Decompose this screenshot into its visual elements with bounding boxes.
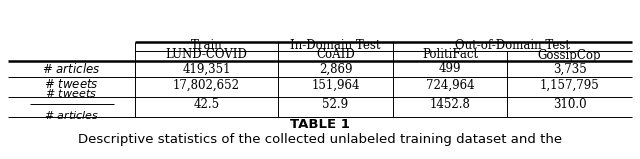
Text: 724,964: 724,964: [426, 79, 474, 91]
Text: 2,869: 2,869: [319, 62, 352, 76]
Text: 151,964: 151,964: [311, 79, 360, 91]
Text: In-Domain Test: In-Domain Test: [291, 39, 381, 52]
Text: 3,735: 3,735: [552, 62, 586, 76]
Text: $\#\ \mathit{tweets}$: $\#\ \mathit{tweets}$: [45, 87, 97, 99]
Text: 17,802,652: 17,802,652: [173, 79, 240, 91]
Text: 1452.8: 1452.8: [429, 97, 470, 111]
Text: PolitiFact: PolitiFact: [422, 48, 478, 62]
Text: 499: 499: [439, 62, 461, 76]
Text: LUND-COVID: LUND-COVID: [166, 48, 248, 62]
Text: CoAID: CoAID: [316, 48, 355, 62]
Text: TABLE 1: TABLE 1: [290, 118, 350, 131]
Text: $\#\ \mathit{articles}$: $\#\ \mathit{articles}$: [42, 62, 100, 76]
Text: 310.0: 310.0: [553, 97, 586, 111]
Text: 1,157,795: 1,157,795: [540, 79, 600, 91]
Text: Descriptive statistics of the collected unlabeled training dataset and the: Descriptive statistics of the collected …: [78, 132, 562, 145]
Text: 42.5: 42.5: [193, 97, 220, 111]
Text: 52.9: 52.9: [323, 97, 349, 111]
Text: 419,351: 419,351: [182, 62, 231, 76]
Text: Train: Train: [191, 39, 222, 52]
Text: Out-of-Domain Test: Out-of-Domain Test: [455, 39, 570, 52]
Text: GossipCop: GossipCop: [538, 48, 602, 62]
Text: $\#\ \mathit{articles}$: $\#\ \mathit{articles}$: [44, 109, 99, 121]
Text: $\#\ \mathit{tweets}$: $\#\ \mathit{tweets}$: [44, 79, 99, 91]
